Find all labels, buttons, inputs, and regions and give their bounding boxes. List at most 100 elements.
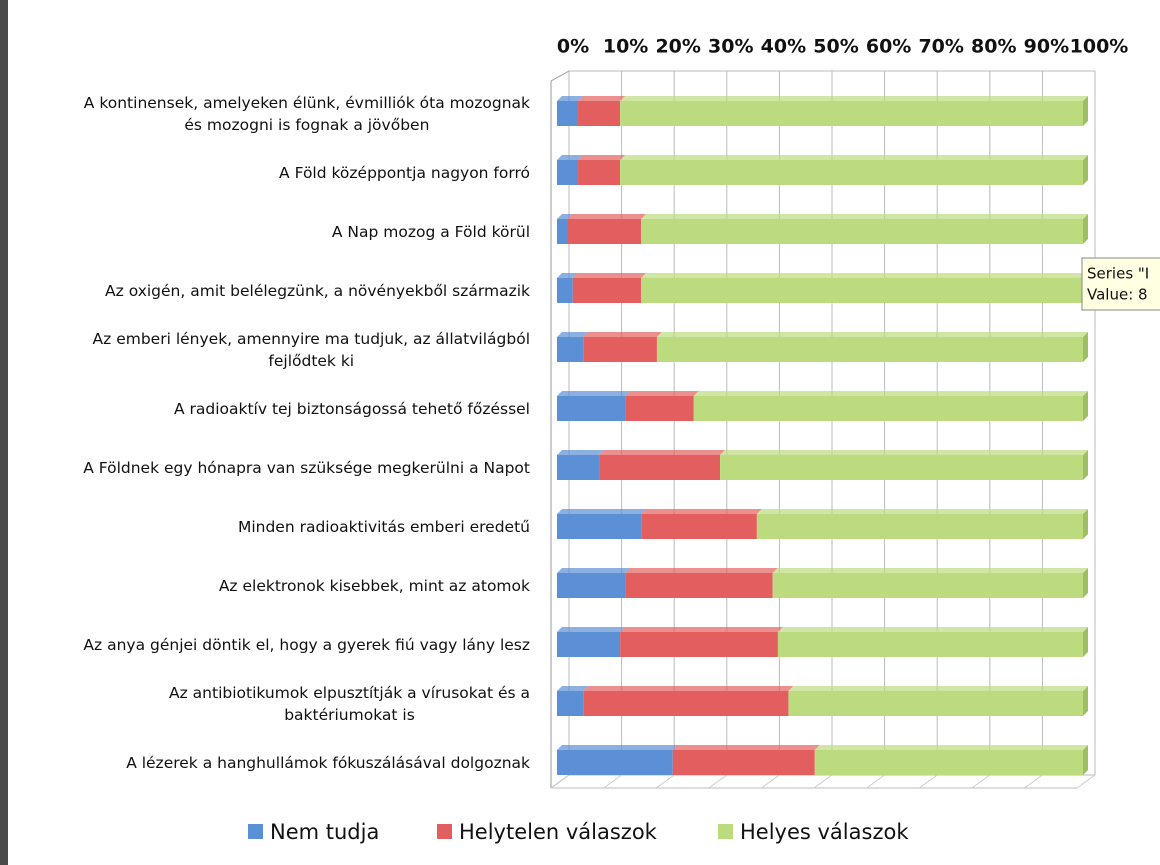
legend-label: Helytelen válaszok (459, 820, 658, 844)
bar (777, 632, 1083, 657)
bar (557, 160, 579, 185)
x-tick-label: 100% (1070, 36, 1129, 58)
bar-top (641, 509, 762, 514)
bar-segment (557, 155, 584, 185)
x-tick-label: 50% (813, 36, 858, 58)
bar-segment (641, 214, 1088, 244)
bar-top (557, 391, 631, 396)
x-tick-label: 20% (655, 36, 700, 58)
x-tick-label: 0% (557, 36, 589, 58)
bar (557, 455, 600, 480)
bar (814, 750, 1083, 775)
bar-top (777, 627, 1088, 632)
bar-segment (557, 450, 605, 480)
bar (599, 455, 721, 480)
bar-top (814, 745, 1088, 750)
bar-segment (578, 96, 626, 126)
category-label: Az oxigén, amit belélegzünk, a növényekb… (0, 280, 530, 302)
grid-floor (1024, 774, 1043, 789)
tooltip-line: Series "I (1087, 265, 1149, 283)
bar-top (672, 745, 820, 750)
bar-segment (557, 96, 584, 126)
bar-end (1083, 450, 1088, 480)
legend-label: Helyes válaszok (740, 820, 909, 844)
bar-end (1083, 155, 1088, 185)
bar-segment (656, 332, 1088, 362)
bar-segment (756, 509, 1088, 539)
bar-segment (777, 627, 1088, 657)
bar (557, 691, 584, 716)
category-text: A radioaktív tej biztonságossá tehető fő… (173, 399, 530, 418)
window-edge (0, 0, 8, 865)
bar-end (1083, 745, 1088, 775)
bar (620, 160, 1083, 185)
bar (583, 337, 657, 362)
tooltip-box (1081, 257, 1160, 311)
legend-label: Nem tudja (270, 820, 379, 844)
category-text: A lézerek a hanghullámok fókuszálásával … (126, 753, 530, 772)
grid-floor (550, 774, 570, 789)
category-text: Az antibiotikumok elpusztítják a vírusok… (169, 683, 530, 724)
bar-top (557, 273, 578, 278)
grid-floor (761, 774, 780, 789)
bar-top (578, 155, 626, 160)
bar-segment (557, 332, 589, 362)
bar (583, 691, 789, 716)
bar-end (1083, 686, 1088, 716)
category-label: A Föld középpontja nagyon forró (0, 162, 530, 184)
bar-segment (572, 273, 647, 303)
category-label: A kontinensek, amelyeken élünk, évmillió… (0, 92, 530, 136)
bar-top (572, 273, 647, 278)
bar-segment (557, 568, 631, 598)
grid-floor (655, 774, 675, 789)
bar (557, 750, 673, 775)
category-text: Az anya génjei döntik el, hogy a gyerek … (83, 635, 530, 654)
bar-top (625, 568, 778, 573)
category-label: Az antibiotikumok elpusztítják a vírusok… (0, 682, 530, 726)
legend-swatch (718, 824, 733, 839)
grid-floor (603, 774, 622, 789)
bar-top (583, 686, 794, 691)
category-text: Az oxigén, amit belélegzünk, a növényekb… (105, 281, 530, 300)
bar-top (625, 391, 699, 396)
grid-floor (918, 774, 938, 789)
x-tick-label: 60% (866, 36, 911, 58)
bar-top (693, 391, 1088, 396)
x-tick-label: 30% (708, 36, 753, 58)
bar (625, 396, 694, 421)
bar-end (1083, 391, 1088, 421)
bar-segment (567, 214, 647, 244)
bar (672, 750, 815, 775)
bar-top (578, 96, 626, 101)
category-text: Az elektronok kisebbek, mint az atomok (218, 576, 530, 595)
x-tick-label: 40% (761, 36, 806, 58)
grid-floor (866, 774, 885, 789)
category-label: Minden radioaktivitás emberi eredetű (0, 516, 530, 538)
bar-top (788, 686, 1088, 691)
category-label: A Földnek egy hónapra van szüksége megke… (0, 457, 530, 479)
bar-segment (557, 627, 626, 657)
category-text: Minden radioaktivitás emberi eredetű (237, 517, 530, 536)
bar-top (656, 332, 1088, 337)
bar-top (557, 745, 678, 750)
category-text: A Föld középpontja nagyon forró (279, 163, 530, 182)
grid-floor (1076, 774, 1096, 789)
bar-segment (772, 568, 1088, 598)
bar (557, 101, 579, 126)
bar-segment (557, 273, 578, 303)
bar-end (1083, 627, 1088, 657)
bar (641, 514, 757, 539)
bar-segment (693, 391, 1088, 421)
grid-floor (971, 774, 991, 789)
bar-segment (578, 155, 626, 185)
bar-segment (583, 686, 794, 716)
bar (772, 573, 1083, 598)
bar (641, 219, 1083, 244)
bar-segment (557, 745, 678, 775)
bar-segment (557, 509, 647, 539)
bar-top (557, 450, 605, 455)
bar-segment (720, 450, 1088, 480)
x-tick-label: 90% (1024, 36, 1069, 58)
